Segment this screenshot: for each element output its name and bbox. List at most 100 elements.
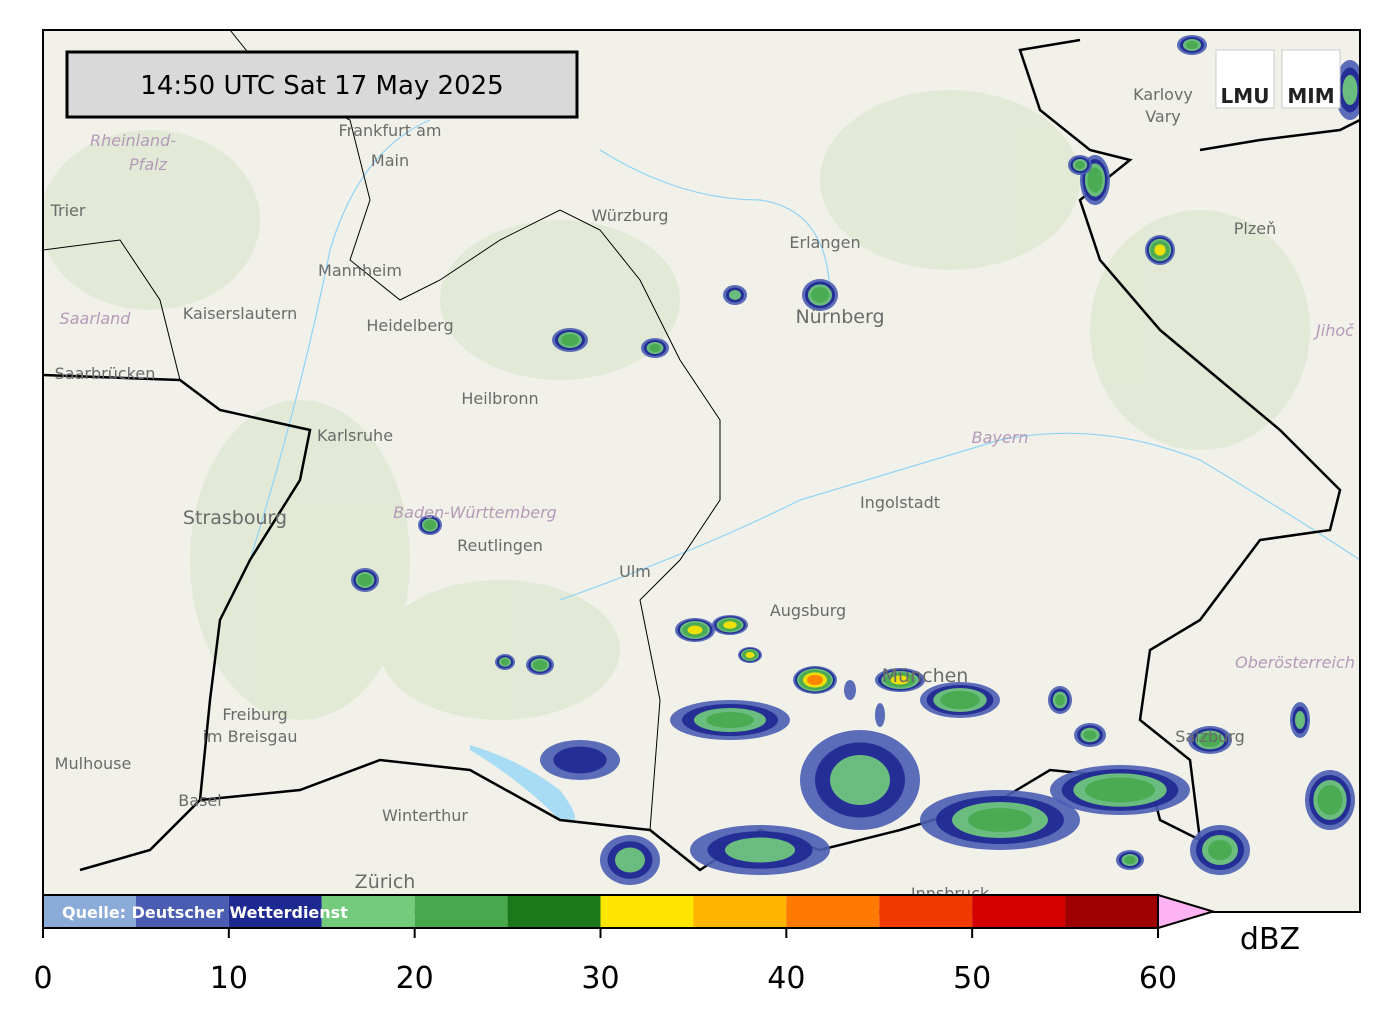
timestamp-frame [65,50,579,119]
colorbar-segment [228,895,322,928]
place-label: Strasbourg [183,507,287,529]
radar-echo [358,574,372,586]
colorbar-tick-label: 50 [953,961,991,996]
place-label: München [882,665,969,687]
radar-echo [615,847,645,873]
radar-echo [649,344,661,352]
colorbar-segment [972,895,1066,928]
colorbar-tick-label: 30 [581,961,619,996]
timestamp: 14:50 UTC Sat 17 May 2025 [140,71,503,101]
colorbar-segment [693,895,787,928]
logo-text: LMU [1221,84,1270,108]
radar-echo [1085,777,1155,803]
radar-echo [940,691,980,709]
colorbar-tick-label: 60 [1139,961,1177,996]
colorbar-tick-label: 0 [33,961,52,996]
radar-echo [745,652,755,658]
radar-echo [424,520,436,530]
radar-echo [553,746,607,774]
place-label: Main [371,151,409,170]
radar-echo [706,712,754,728]
place-label: Mannheim [318,261,402,280]
place-labels: Frankfurt am Main Trier Mannheim Kaisers… [50,85,1356,903]
logo-box [1281,49,1341,109]
place-label: Zürich [355,871,416,893]
radar-echoes [351,35,1360,885]
radar-echo [501,658,509,666]
radar-echo [561,334,579,346]
radar-echo [725,837,795,863]
region-label: Bayern [972,428,1029,447]
region-label: Pfalz [129,155,168,174]
colorbar-tick-label: 10 [210,961,248,996]
logo-box [1215,49,1275,109]
basemap [43,30,1360,912]
place-label: Reutlingen [457,536,543,555]
radar-echo [875,703,885,727]
colorbar-segment [600,895,694,928]
place-label: Mulhouse [55,754,132,773]
place-label: Vary [1145,107,1181,126]
place-label: Saarbrücken [55,364,156,383]
radar-echo [807,674,823,686]
colorbar-segment [321,895,415,928]
radar-echo [1087,167,1103,193]
colorbar: Quelle: Deutscher Wetterdienst 0 10 20 30 40 5… [33,893,1217,996]
place-label: Kaiserslautern [183,304,298,323]
place-label: Erlangen [789,233,860,252]
place-label: Freiburg [222,705,287,724]
colorbar-segment [135,895,229,928]
radar-echo [1295,711,1305,729]
colorbar-segment [414,895,508,928]
place-label: Augsburg [770,601,846,620]
colorbar-unit: dBZ [1240,922,1300,957]
region-label: Jihoč [1313,321,1355,340]
colorbar-tick-label: 40 [767,961,805,996]
place-label: Winterthur [382,806,468,825]
logo-text: MIM [1287,84,1334,108]
radar-echo [1317,785,1343,815]
radar-echo [844,680,856,700]
radar-echo [830,755,890,805]
place-label: Basel [178,791,221,810]
radar-echo [811,287,829,303]
place-label: Frankfurt am [339,121,442,140]
radar-echo [1154,244,1166,256]
radar-echo [968,808,1032,832]
logos: LMU MIM [1215,49,1341,109]
place-label: Heidelberg [366,316,453,335]
place-label: Salzburg [1175,727,1245,746]
forest-areas [43,90,1310,720]
place-label: Würzburg [591,206,668,225]
timestamp-box: 14:50 UTC Sat 17 May 2025 [65,50,579,119]
radar-echo [723,621,737,629]
place-label: Karlsruhe [317,426,393,445]
radar-echo [1075,161,1085,169]
place-label: Ingolstadt [860,493,940,512]
region-label: Oberösterreich [1235,653,1355,672]
colorbar-segment [1065,895,1158,928]
lake [470,745,575,822]
region-label: Saarland [60,309,132,328]
country-borders [43,38,1360,872]
radar-echo [1083,730,1097,740]
rivers [249,119,1360,601]
colorbar-segment [879,895,973,928]
radar-echo [729,290,741,300]
radar-echo [687,625,703,635]
place-label: Trier [50,201,86,220]
colorbar-segment [786,895,880,928]
place-label: im Breisgau [202,727,297,746]
radar-echo [1342,75,1358,105]
radar-echo [533,660,547,670]
colorbar-tick-label: 20 [396,961,434,996]
place-label: Heilbronn [461,389,538,408]
radar-echo [1199,733,1221,747]
place-label: Nürnberg [795,306,884,328]
region-label: Baden-Württemberg [393,503,557,522]
radar-echo [890,675,910,685]
radar-echo [1208,840,1232,860]
place-label: Karlovy [1133,85,1193,104]
place-label: Plzeň [1234,219,1276,238]
